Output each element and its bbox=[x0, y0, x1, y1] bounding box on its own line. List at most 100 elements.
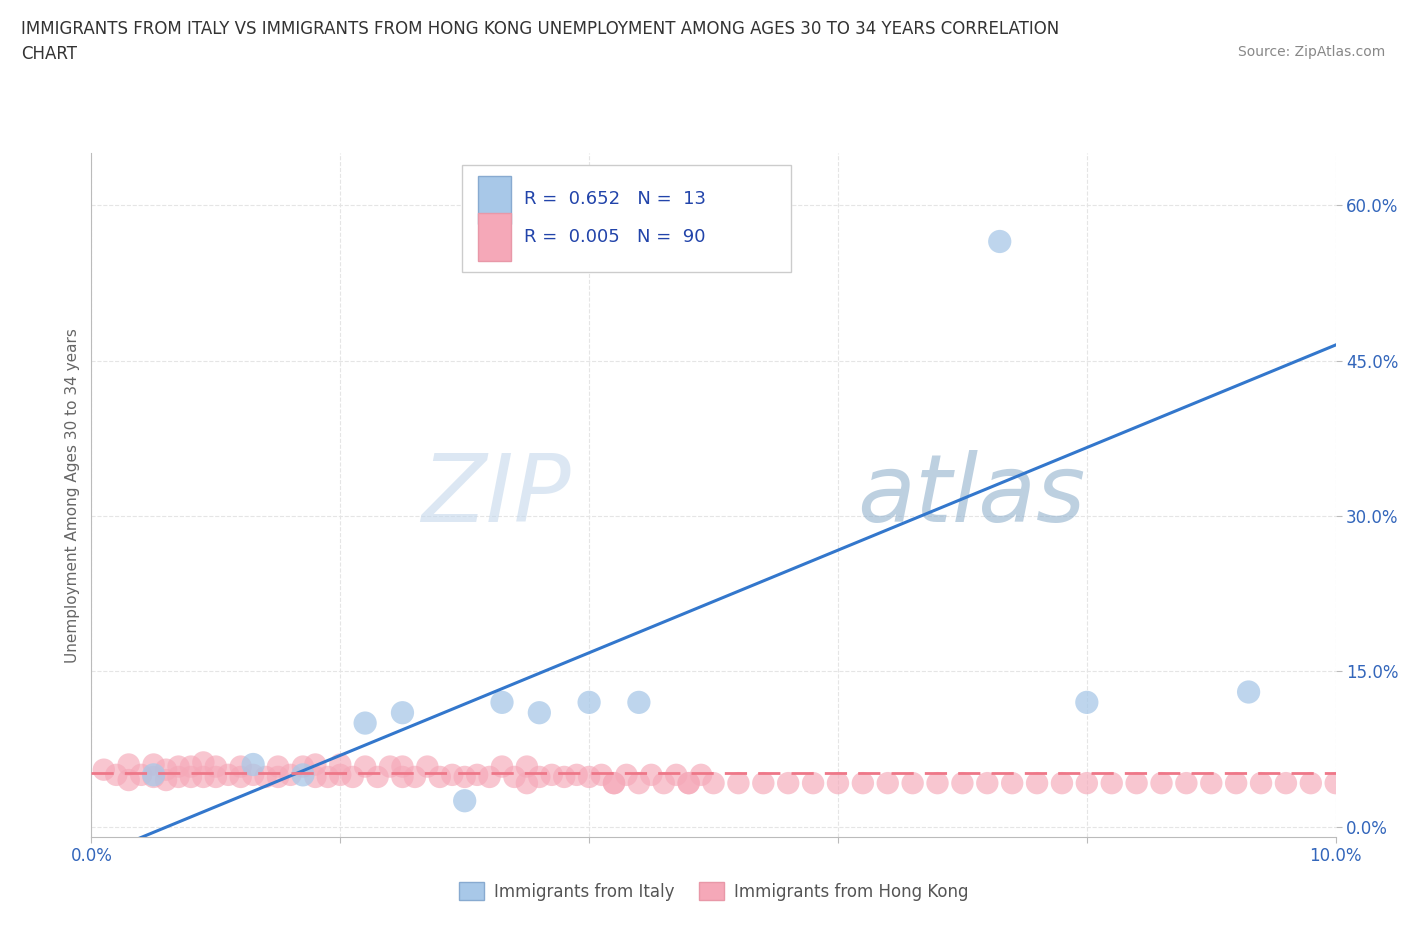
Point bbox=[553, 769, 575, 784]
Point bbox=[280, 767, 302, 782]
Point bbox=[1050, 776, 1073, 790]
Point bbox=[354, 716, 377, 731]
Point bbox=[491, 759, 513, 774]
Point bbox=[702, 776, 725, 790]
Point bbox=[453, 793, 475, 808]
Point bbox=[478, 769, 501, 784]
Point bbox=[503, 769, 526, 784]
Point bbox=[516, 759, 538, 774]
Point bbox=[827, 776, 849, 790]
Point bbox=[118, 773, 141, 788]
Point bbox=[591, 767, 613, 782]
Point bbox=[627, 695, 650, 710]
Point bbox=[1076, 776, 1098, 790]
Text: atlas: atlas bbox=[856, 450, 1085, 540]
Point bbox=[205, 759, 228, 774]
Point bbox=[304, 757, 326, 772]
Point bbox=[142, 769, 165, 784]
Point bbox=[329, 767, 352, 782]
Point bbox=[118, 757, 141, 772]
Point bbox=[391, 705, 413, 720]
Point bbox=[329, 757, 352, 772]
Point bbox=[142, 757, 165, 772]
Point bbox=[1150, 776, 1173, 790]
Point bbox=[801, 776, 824, 790]
Point bbox=[453, 769, 475, 784]
Point bbox=[367, 769, 389, 784]
Point bbox=[229, 769, 252, 784]
Point bbox=[465, 767, 488, 782]
Point bbox=[901, 776, 924, 790]
Point bbox=[391, 769, 413, 784]
Point bbox=[678, 776, 700, 790]
Point bbox=[1001, 776, 1024, 790]
Point bbox=[167, 769, 190, 784]
Point bbox=[193, 755, 215, 770]
Point bbox=[727, 776, 749, 790]
Point bbox=[1201, 776, 1223, 790]
Point bbox=[180, 769, 202, 784]
Point bbox=[242, 757, 264, 772]
Point bbox=[1237, 684, 1260, 699]
Point bbox=[378, 759, 401, 774]
Point bbox=[1250, 776, 1272, 790]
Point bbox=[217, 767, 239, 782]
Point bbox=[316, 769, 339, 784]
Point bbox=[529, 769, 551, 784]
Point bbox=[988, 234, 1011, 249]
Point bbox=[267, 759, 290, 774]
Point bbox=[876, 776, 898, 790]
Point bbox=[93, 763, 115, 777]
Point bbox=[1299, 776, 1322, 790]
Point bbox=[267, 769, 290, 784]
Point bbox=[155, 763, 177, 777]
Point bbox=[678, 776, 700, 790]
Point bbox=[852, 776, 875, 790]
Y-axis label: Unemployment Among Ages 30 to 34 years: Unemployment Among Ages 30 to 34 years bbox=[65, 327, 80, 663]
Point bbox=[142, 767, 165, 782]
Point bbox=[129, 767, 152, 782]
Point bbox=[1275, 776, 1298, 790]
Point bbox=[640, 767, 662, 782]
Point bbox=[1076, 695, 1098, 710]
Point bbox=[778, 776, 800, 790]
Point bbox=[205, 769, 228, 784]
Point bbox=[242, 767, 264, 782]
Point bbox=[291, 767, 314, 782]
Point bbox=[491, 695, 513, 710]
Legend: Immigrants from Italy, Immigrants from Hong Kong: Immigrants from Italy, Immigrants from H… bbox=[451, 876, 976, 908]
Point bbox=[529, 705, 551, 720]
Point bbox=[1101, 776, 1123, 790]
Point bbox=[354, 759, 377, 774]
Point bbox=[155, 773, 177, 788]
Point bbox=[627, 776, 650, 790]
Point bbox=[180, 759, 202, 774]
Point bbox=[603, 776, 626, 790]
Point bbox=[304, 769, 326, 784]
Point bbox=[105, 767, 128, 782]
Point bbox=[752, 776, 775, 790]
Text: Source: ZipAtlas.com: Source: ZipAtlas.com bbox=[1237, 45, 1385, 59]
Point bbox=[416, 759, 439, 774]
Point bbox=[516, 776, 538, 790]
Point bbox=[391, 759, 413, 774]
Point bbox=[193, 769, 215, 784]
Text: ZIP: ZIP bbox=[420, 450, 571, 540]
Point bbox=[291, 759, 314, 774]
Point bbox=[1225, 776, 1247, 790]
Point bbox=[441, 767, 464, 782]
Point bbox=[927, 776, 949, 790]
Text: R =  0.005   N =  90: R = 0.005 N = 90 bbox=[524, 228, 706, 246]
Text: CHART: CHART bbox=[21, 45, 77, 62]
Point bbox=[652, 776, 675, 790]
Text: IMMIGRANTS FROM ITALY VS IMMIGRANTS FROM HONG KONG UNEMPLOYMENT AMONG AGES 30 TO: IMMIGRANTS FROM ITALY VS IMMIGRANTS FROM… bbox=[21, 20, 1059, 38]
Point bbox=[404, 769, 426, 784]
Point bbox=[578, 769, 600, 784]
Point bbox=[229, 759, 252, 774]
Point bbox=[1175, 776, 1198, 790]
Point bbox=[603, 776, 626, 790]
Point bbox=[1125, 776, 1147, 790]
Point bbox=[690, 767, 713, 782]
Point bbox=[429, 769, 451, 784]
Text: R =  0.652   N =  13: R = 0.652 N = 13 bbox=[524, 191, 706, 208]
